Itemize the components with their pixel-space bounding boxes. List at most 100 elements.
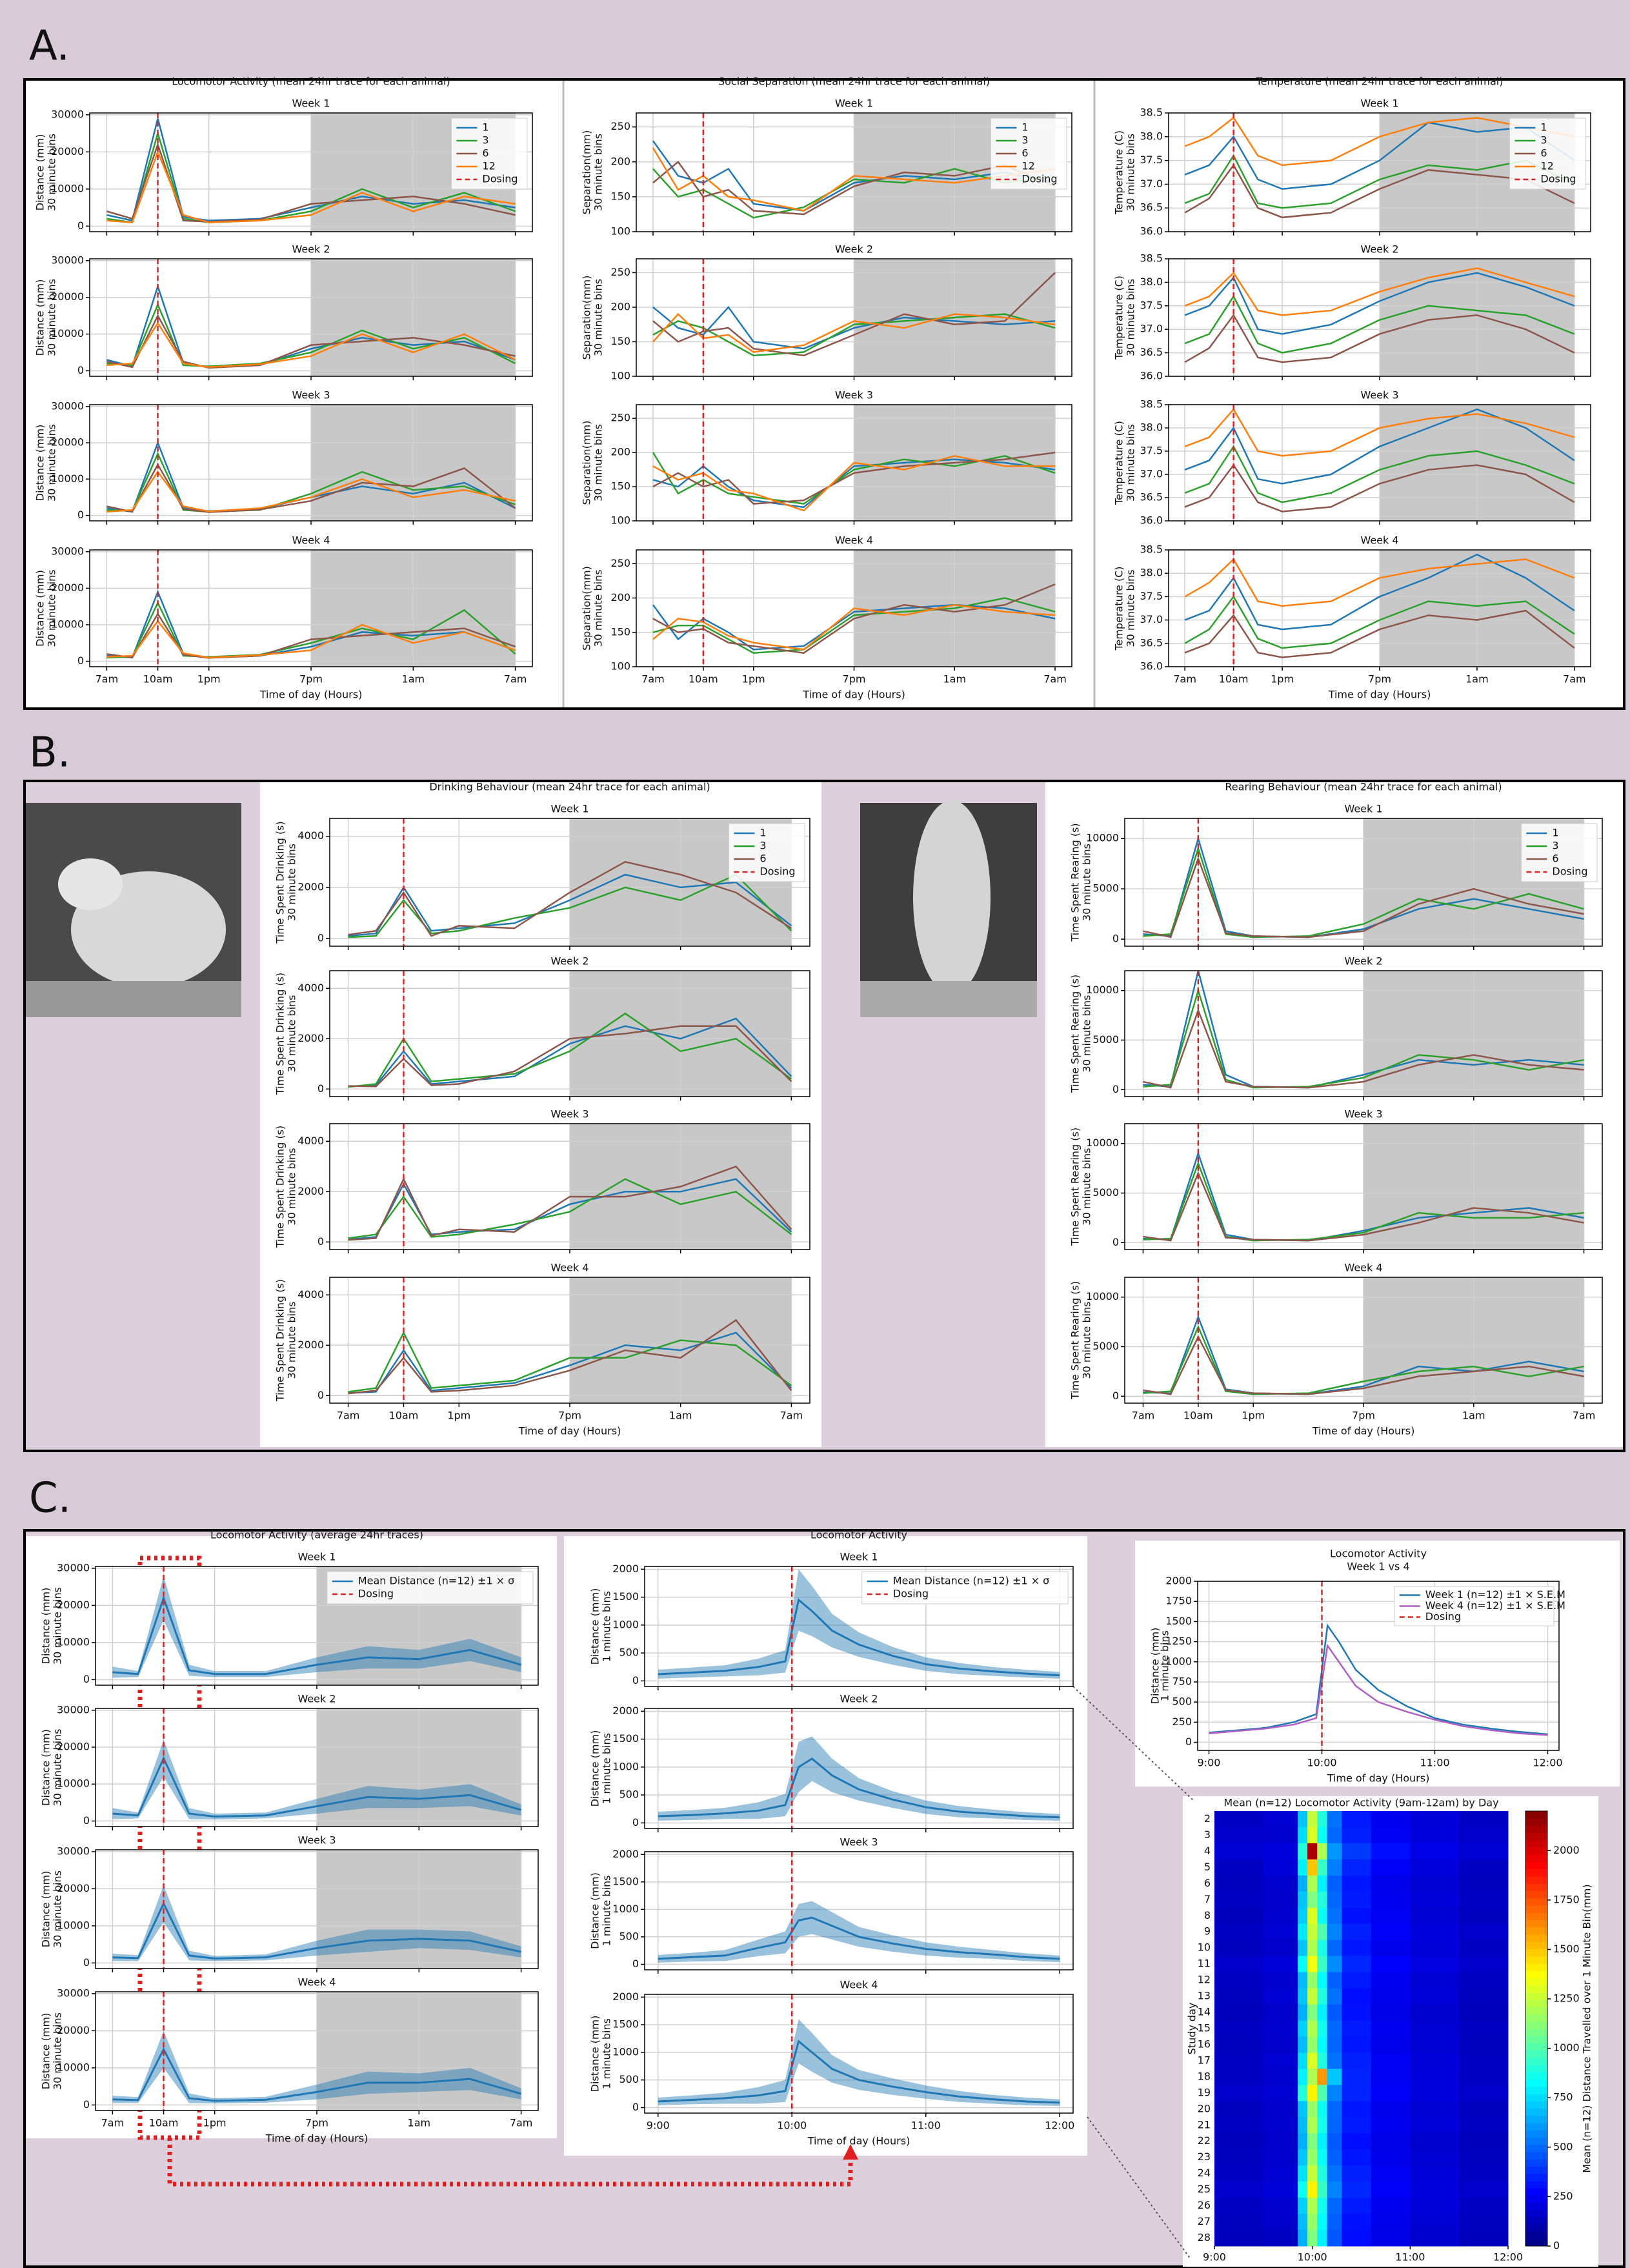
heat-cell: [1317, 2052, 1327, 2069]
photo-bedding: [26, 981, 241, 1017]
heat-cell: [1459, 2004, 1509, 2021]
heat-cell: [1327, 2036, 1342, 2053]
y-tick-label: 2000: [297, 1032, 324, 1044]
heat-cell: [1317, 1939, 1327, 1957]
colorbar-step: [1525, 1970, 1547, 1978]
y-tick-label: 36.5: [1140, 491, 1163, 503]
legend-label: 12: [482, 160, 495, 172]
y-tick-label: 500: [619, 1788, 639, 1801]
heat-cell: [1410, 1956, 1460, 1973]
y-tick-label: 20000: [51, 145, 84, 157]
y-axis-label: Time Spent Drinking (s): [274, 1126, 287, 1248]
y-axis-label: Distance (mm): [34, 425, 46, 501]
heat-cell: [1263, 2133, 1298, 2150]
series-line: [652, 272, 1056, 357]
y-axis-label: Time Spent Drinking (s): [274, 1279, 287, 1402]
plot-frame: [636, 258, 1072, 377]
y-tick-label: 150: [610, 480, 630, 492]
plot-frame: [1124, 818, 1603, 947]
legend-label: Dosing: [760, 866, 795, 878]
heat-cell: [1263, 2182, 1298, 2198]
y-tick-label: 5000: [1092, 1340, 1119, 1352]
arrow-head: [843, 2144, 858, 2160]
legend-label: 12: [1540, 160, 1553, 172]
heat-cell: [1263, 2036, 1298, 2053]
sd-band: [658, 1569, 1060, 1679]
colorbar-step: [1525, 2238, 1547, 2247]
y-tick-label: 20000: [51, 582, 84, 594]
heat-cell: [1317, 1859, 1327, 1876]
heat-cell: [1263, 2052, 1298, 2069]
y-tick-label: 30000: [51, 545, 84, 557]
y-axis-label: Temperature (C): [1113, 130, 1125, 215]
heat-cell: [1307, 2101, 1318, 2118]
heat-cell: [1263, 2198, 1298, 2214]
heat-cell: [1327, 1988, 1342, 2005]
heat-cell: [1317, 2165, 1327, 2182]
x-tick-label: 7am: [1573, 1410, 1596, 1422]
heat-cell: [1371, 2165, 1411, 2182]
series-line: [1209, 1623, 1548, 1736]
y-tick-label: 22: [1198, 2134, 1211, 2147]
heat-cell: [1327, 1843, 1342, 1860]
series-line: [652, 313, 1056, 357]
y-tick-label: 10000: [1086, 832, 1119, 844]
heat-cell: [1342, 2198, 1372, 2214]
heat-cell: [1459, 2230, 1509, 2247]
series-line: [348, 1178, 792, 1239]
legend-box: [327, 1571, 534, 1605]
x-tick-label: 7am: [96, 673, 119, 685]
heat-cell: [1307, 1811, 1318, 1828]
y-tick-label: 500: [619, 1930, 639, 1942]
x-tick-label: 7am: [1173, 673, 1196, 685]
heat-cell: [1371, 1891, 1411, 1909]
heat-cell: [1214, 1956, 1264, 1973]
heat-cell: [1297, 2214, 1308, 2231]
heat-cell: [1410, 2165, 1460, 2182]
series-line: [348, 1319, 792, 1395]
y-axis-label: 30 minute bins: [1081, 1148, 1093, 1225]
chart-title: Mean (n=12) Locomotor Activity (9am-12am…: [1223, 1797, 1498, 1809]
mean-line: [112, 1595, 522, 1676]
panel-title: Week 4: [840, 1979, 878, 1991]
y-tick-label: 10: [1198, 1941, 1211, 1954]
heat-cell: [1214, 2085, 1264, 2101]
series-line: [652, 160, 1056, 216]
heat-cell: [1459, 2198, 1509, 2214]
series-line: [348, 1017, 792, 1088]
heat-cell: [1371, 2004, 1411, 2021]
heat-cell: [1263, 2004, 1298, 2021]
mean-line: [112, 1901, 521, 1959]
x-tick-label: 10am: [149, 2117, 179, 2129]
x-tick-label: 7am: [510, 2117, 533, 2129]
y-axis-label: Time Spent Drinking (s): [274, 821, 287, 944]
y-tick-label: 38.5: [1140, 543, 1163, 556]
colorbar-step: [1525, 1890, 1547, 1899]
x-tick-label: 7am: [101, 2117, 125, 2129]
heat-cell: [1327, 1891, 1342, 1909]
heat-cell: [1459, 2165, 1509, 2182]
heat-cell: [1327, 1811, 1342, 1828]
plot-frame: [89, 549, 533, 667]
y-axis-label: 30 minute bins: [52, 1870, 64, 1948]
x-tick-label: 1am: [1465, 673, 1489, 685]
y-axis-label: Distance (mm): [34, 279, 46, 356]
heat-cell: [1307, 1972, 1318, 1989]
series-line: [1143, 845, 1584, 938]
heat-cell: [1307, 2182, 1318, 2198]
y-axis-label: 30 minute bins: [52, 1587, 64, 1665]
y-tick-label: 100: [610, 370, 630, 382]
plot-area: [645, 1852, 1073, 1970]
heat-cell: [1214, 1843, 1264, 1860]
legend-label: 3: [1552, 840, 1558, 852]
heat-cell: [1410, 2149, 1460, 2166]
y-tick-label: 25: [1198, 2183, 1211, 2195]
heat-cell: [1214, 2101, 1264, 2118]
series-line: [1184, 121, 1575, 190]
heat-cell: [1459, 1939, 1509, 1957]
plot-frame: [1168, 549, 1591, 667]
y-tick-label: 0: [317, 1082, 324, 1095]
y-tick-label: 1000: [1165, 1655, 1192, 1667]
y-tick-label: 36.0: [1140, 660, 1163, 673]
y-tick-label: 0: [1112, 933, 1119, 945]
